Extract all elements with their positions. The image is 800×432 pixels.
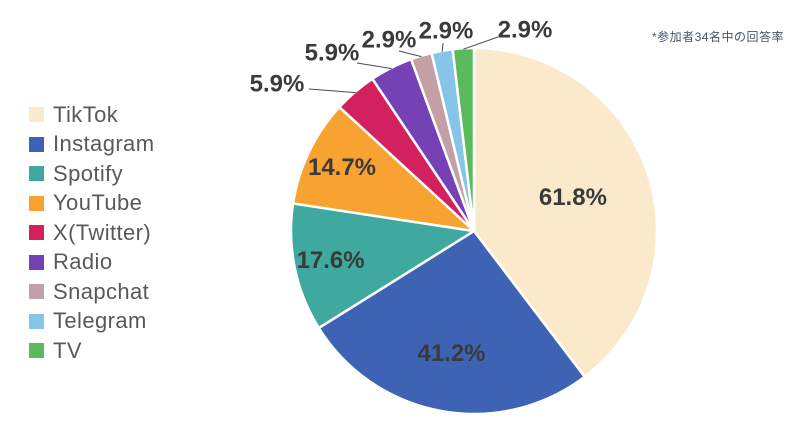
pie-slice-instagram [317, 229, 586, 416]
legend-label: Telegram [53, 308, 147, 334]
legend-label: Snapchat [53, 278, 150, 304]
legend-swatch-tv [29, 343, 44, 359]
legend: TikTok Instagram Spotify YouTube X(Twitter) R… [29, 100, 154, 366]
pie-leader-line-x-twitter [308, 88, 356, 94]
pie-leader-line-radio [356, 62, 392, 70]
footnote: *参加者34名中の回答率 [651, 30, 784, 44]
legend-swatch-youtube [29, 195, 44, 211]
legend-swatch-tiktok [29, 107, 44, 123]
legend-label: Spotify [53, 160, 124, 186]
pie-leader-line-tv [463, 36, 499, 50]
legend-swatch-spotify [29, 166, 44, 182]
legend-swatch-telegram [29, 313, 44, 329]
pie-value-label-tv: 2.9% [498, 17, 553, 44]
legend-label: YouTube [53, 190, 143, 216]
pie-slice-tv [451, 46, 476, 233]
pie-value-label-youtube: 14.7% [308, 154, 376, 181]
legend-swatch-snapchat [29, 284, 44, 300]
pie-value-label-radio: 5.9% [305, 40, 360, 67]
pie-value-label-spotify: 17.6% [297, 247, 365, 274]
legend-item-x-twitter: X(Twitter) [29, 218, 154, 248]
legend-swatch-instagram [29, 136, 44, 152]
legend-label: X(Twitter) [53, 219, 152, 245]
pie-slice-spotify [289, 202, 476, 330]
pie-value-label-snapchat: 2.9% [362, 27, 417, 54]
legend-swatch-radio [29, 254, 44, 270]
legend-label: Instagram [53, 131, 155, 157]
pie-value-label-instagram: 41.2% [417, 340, 485, 367]
legend-item-youtube: YouTube [29, 189, 154, 219]
legend-item-radio: Radio [29, 248, 154, 278]
legend-item-spotify: Spotify [29, 159, 154, 189]
legend-item-telegram: Telegram [29, 307, 154, 337]
pie-slice-youtube [291, 105, 476, 233]
pie-leader-line-telegram [441, 42, 444, 52]
legend-item-tv: TV [29, 336, 154, 366]
pie-value-label-tiktok: 61.8% [539, 184, 607, 211]
pie-leader-line-snapchat [398, 50, 422, 58]
legend-item-instagram: Instagram [29, 130, 154, 160]
legend-swatch-x-twitter [29, 225, 44, 241]
legend-label: TikTok [53, 101, 119, 127]
pie-value-label-x-twitter: 5.9% [250, 71, 305, 98]
legend-label: TV [53, 337, 82, 363]
pie-value-label-telegram: 2.9% [419, 18, 474, 45]
legend-label: Radio [53, 249, 113, 275]
pie-slice-tiktok [472, 46, 659, 379]
legend-item-tiktok: TikTok [29, 100, 154, 130]
legend-item-snapchat: Snapchat [29, 277, 154, 307]
